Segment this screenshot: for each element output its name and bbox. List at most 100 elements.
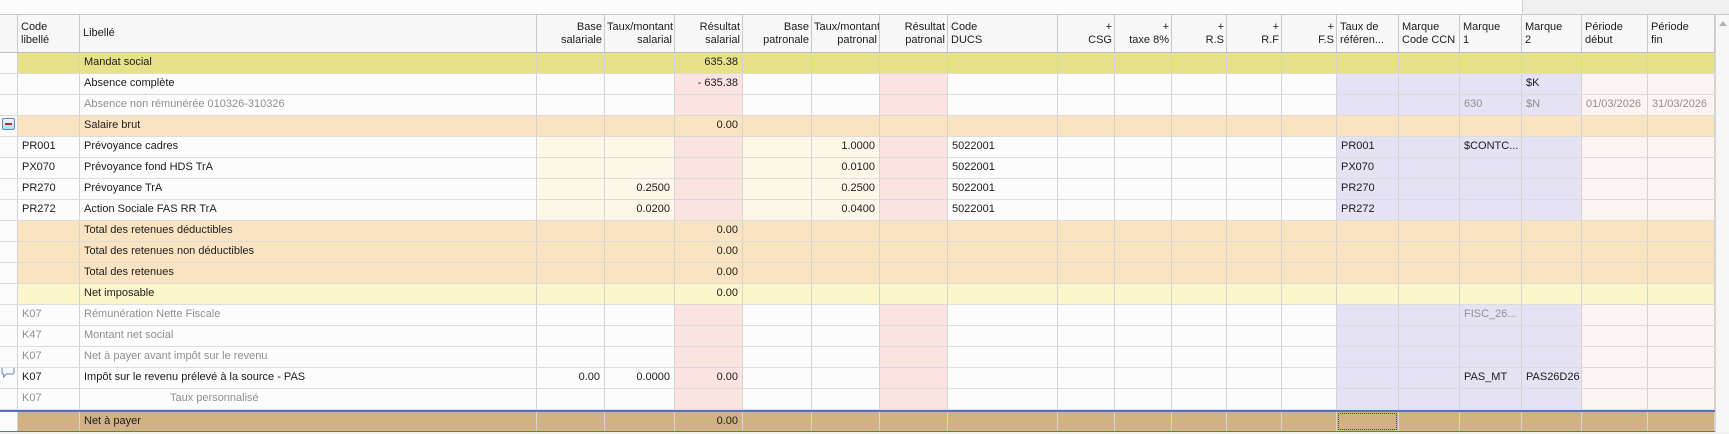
cell-taxe8[interactable] — [1115, 179, 1172, 199]
cell-periode_fin[interactable] — [1648, 242, 1715, 262]
cell-periode_debut[interactable] — [1582, 53, 1648, 73]
cell-res_sal[interactable] — [675, 305, 743, 325]
cell-code[interactable] — [18, 412, 80, 431]
cell-libelle[interactable]: Action Sociale FAS RR TrA — [80, 200, 537, 220]
cell-marque1[interactable] — [1460, 284, 1522, 304]
cell-base_pat[interactable] — [743, 137, 812, 157]
cell-res_pat[interactable] — [880, 242, 948, 262]
cell-rs[interactable] — [1172, 53, 1227, 73]
cell-libelle[interactable]: Total des retenues — [80, 263, 537, 283]
cell-taux_ref[interactable]: PR001 — [1337, 137, 1399, 157]
cell-ducs[interactable]: 5022001 — [948, 200, 1058, 220]
cell-code[interactable] — [18, 284, 80, 304]
cell-ducs[interactable] — [948, 263, 1058, 283]
cell-marque2[interactable] — [1522, 284, 1582, 304]
cell-periode_debut[interactable] — [1582, 158, 1648, 178]
cell-base_sal[interactable] — [537, 116, 605, 136]
cell-taux_sal[interactable] — [605, 53, 675, 73]
cell-periode_fin[interactable] — [1648, 116, 1715, 136]
cell-csg[interactable] — [1058, 221, 1115, 241]
cell-rs[interactable] — [1172, 368, 1227, 388]
cell-periode_fin[interactable] — [1648, 389, 1715, 409]
cell-taux_ref[interactable] — [1337, 305, 1399, 325]
cell-periode_debut[interactable] — [1582, 347, 1648, 367]
cell-marque_ccn[interactable] — [1399, 74, 1460, 94]
cell-marque_ccn[interactable] — [1399, 326, 1460, 346]
cell-libelle[interactable]: Net imposable — [80, 284, 537, 304]
cell-marque_ccn[interactable] — [1399, 412, 1460, 431]
cell-res_pat[interactable] — [880, 326, 948, 346]
cell-icon[interactable] — [0, 263, 18, 283]
cell-periode_debut[interactable] — [1582, 179, 1648, 199]
cell-marque2[interactable] — [1522, 347, 1582, 367]
cell-taxe8[interactable] — [1115, 95, 1172, 115]
cell-rs[interactable] — [1172, 95, 1227, 115]
cell-marque2[interactable]: $N — [1522, 95, 1582, 115]
cell-code[interactable] — [18, 95, 80, 115]
cell-ducs[interactable] — [948, 284, 1058, 304]
cell-res_pat[interactable] — [880, 221, 948, 241]
cell-marque1[interactable] — [1460, 221, 1522, 241]
cell-base_pat[interactable] — [743, 347, 812, 367]
cell-icon[interactable] — [0, 200, 18, 220]
column-header-ducs[interactable]: Code DUCS — [948, 15, 1058, 52]
cell-marque_ccn[interactable] — [1399, 53, 1460, 73]
cell-base_sal[interactable] — [537, 242, 605, 262]
cell-fs[interactable] — [1282, 347, 1337, 367]
cell-taux_pat[interactable] — [812, 53, 880, 73]
cell-csg[interactable] — [1058, 200, 1115, 220]
cell-rs[interactable] — [1172, 263, 1227, 283]
cell-libelle[interactable]: Absence non rémunérée 010326-310326 — [80, 95, 537, 115]
cell-marque1[interactable] — [1460, 53, 1522, 73]
cell-fs[interactable] — [1282, 200, 1337, 220]
cell-csg[interactable] — [1058, 284, 1115, 304]
cell-marque2[interactable] — [1522, 389, 1582, 409]
cell-rs[interactable] — [1172, 200, 1227, 220]
cell-code[interactable] — [18, 53, 80, 73]
cell-ducs[interactable]: 5022001 — [948, 179, 1058, 199]
cell-taux_pat[interactable] — [812, 95, 880, 115]
cell-periode_fin[interactable] — [1648, 221, 1715, 241]
cell-res_sal[interactable]: - 635.38 — [675, 74, 743, 94]
cell-rs[interactable] — [1172, 74, 1227, 94]
cell-periode_debut[interactable] — [1582, 389, 1648, 409]
cell-taux_sal[interactable]: 0.0200 — [605, 200, 675, 220]
cell-marque1[interactable] — [1460, 158, 1522, 178]
cell-icon[interactable] — [0, 158, 18, 178]
column-header-row-marker[interactable] — [0, 15, 18, 52]
cell-base_pat[interactable] — [743, 116, 812, 136]
cell-rf[interactable] — [1227, 305, 1282, 325]
cell-res_sal[interactable]: 0.00 — [675, 284, 743, 304]
cell-rf[interactable] — [1227, 368, 1282, 388]
cell-periode_fin[interactable] — [1648, 284, 1715, 304]
cell-taux_pat[interactable] — [812, 116, 880, 136]
cell-taux_pat[interactable] — [812, 368, 880, 388]
cell-fs[interactable] — [1282, 305, 1337, 325]
cell-res_pat[interactable] — [880, 179, 948, 199]
cell-base_pat[interactable] — [743, 158, 812, 178]
cell-res_pat[interactable] — [880, 74, 948, 94]
column-header-taux_pat[interactable]: Taux/montant patronal — [812, 15, 880, 52]
cell-code[interactable] — [18, 74, 80, 94]
cell-fs[interactable] — [1282, 368, 1337, 388]
cell-res_sal[interactable]: 635.38 — [675, 53, 743, 73]
cell-icon[interactable] — [0, 412, 18, 431]
column-header-csg[interactable]: + CSG — [1058, 15, 1115, 52]
cell-periode_fin[interactable] — [1648, 74, 1715, 94]
cell-taxe8[interactable] — [1115, 221, 1172, 241]
cell-res_sal[interactable] — [675, 347, 743, 367]
cell-marque_ccn[interactable] — [1399, 368, 1460, 388]
cell-periode_fin[interactable] — [1648, 412, 1715, 431]
cell-base_sal[interactable] — [537, 284, 605, 304]
cell-csg[interactable] — [1058, 179, 1115, 199]
cell-taux_pat[interactable] — [812, 221, 880, 241]
cell-base_pat[interactable] — [743, 53, 812, 73]
cell-periode_fin[interactable] — [1648, 158, 1715, 178]
cell-marque1[interactable]: 630 — [1460, 95, 1522, 115]
cell-res_sal[interactable]: 0.00 — [675, 263, 743, 283]
cell-base_pat[interactable] — [743, 368, 812, 388]
cell-res_sal[interactable]: 0.00 — [675, 116, 743, 136]
cell-marque1[interactable] — [1460, 263, 1522, 283]
cell-base_pat[interactable] — [743, 326, 812, 346]
cell-marque2[interactable] — [1522, 53, 1582, 73]
